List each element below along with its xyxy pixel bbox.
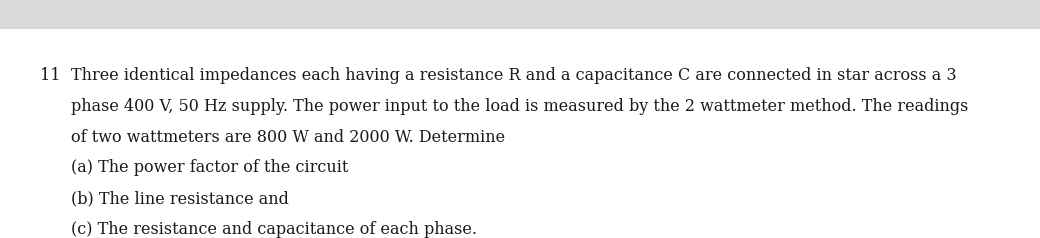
Text: of two wattmeters are 800 W and 2000 W. Determine: of two wattmeters are 800 W and 2000 W. …	[71, 129, 504, 145]
Text: 11: 11	[40, 67, 60, 84]
Text: (a) The power factor of the circuit: (a) The power factor of the circuit	[71, 159, 348, 176]
FancyBboxPatch shape	[0, 0, 1040, 29]
Text: (c) The resistance and capacitance of each phase.: (c) The resistance and capacitance of ea…	[71, 221, 476, 238]
Text: (b) The line resistance and: (b) The line resistance and	[71, 190, 288, 207]
Text: Three identical impedances each having a resistance R and a capacitance C are co: Three identical impedances each having a…	[71, 67, 957, 84]
Text: phase 400 V, 50 Hz supply. The power input to the load is measured by the 2 watt: phase 400 V, 50 Hz supply. The power inp…	[71, 98, 968, 114]
